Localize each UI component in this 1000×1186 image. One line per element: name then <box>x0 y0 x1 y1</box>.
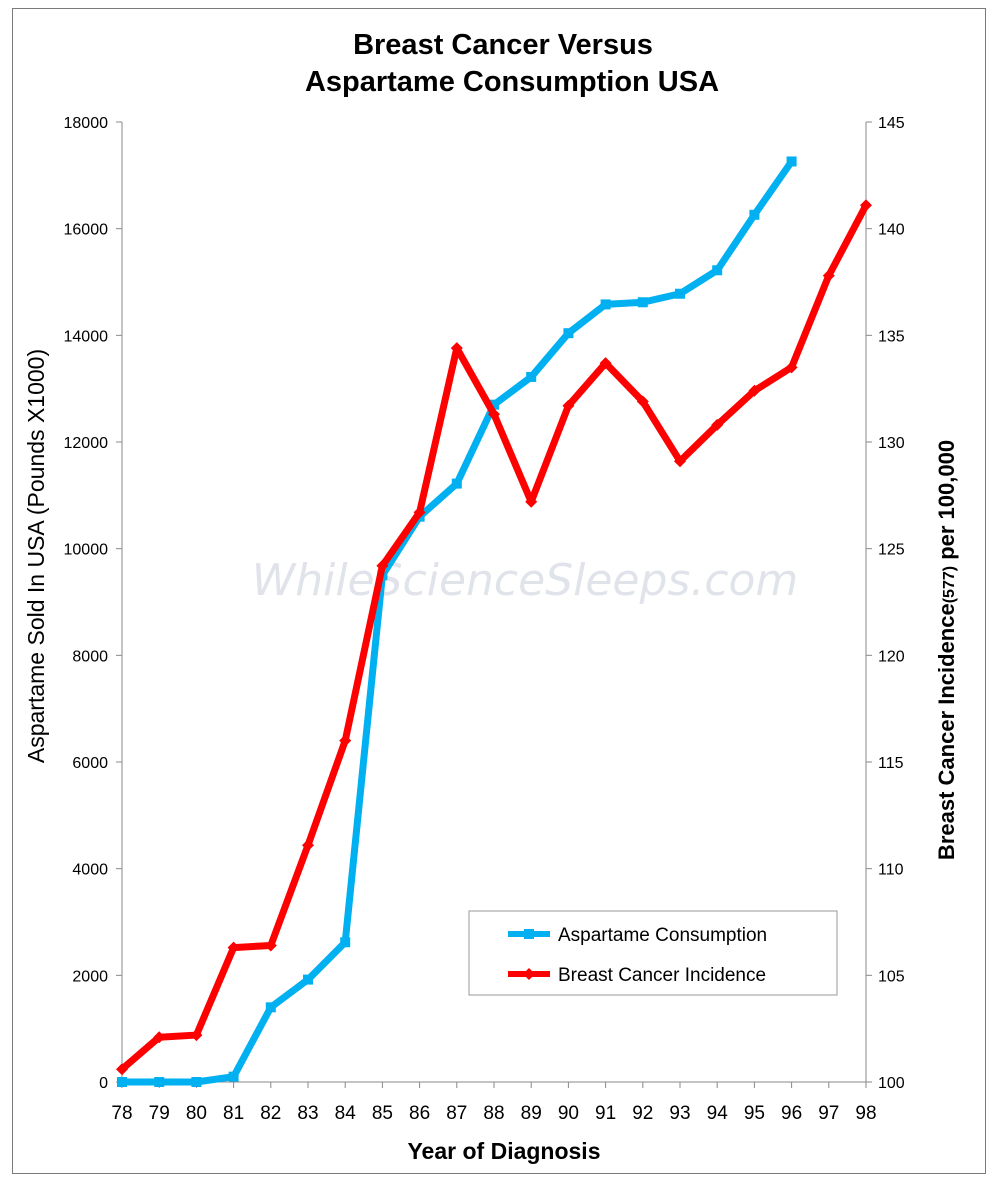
data-point-aspartame <box>191 1077 202 1087</box>
x-tick-label: 87 <box>446 1103 467 1124</box>
x-tick-label: 96 <box>781 1103 802 1124</box>
data-point-aspartame <box>526 371 537 382</box>
right-tick-label: 135 <box>878 328 905 345</box>
x-tick-label: 78 <box>111 1103 132 1124</box>
x-tick-label: 83 <box>297 1103 318 1124</box>
data-point-breast-cancer <box>376 559 389 572</box>
chart-title-line-1: Breast Cancer Versus <box>353 29 653 61</box>
chart-title-line-2: Aspartame Consumption USA <box>305 66 719 98</box>
x-tick-label: 91 <box>595 1103 616 1124</box>
left-tick-label: 8000 <box>72 648 108 665</box>
data-point-aspartame <box>637 297 648 308</box>
left-axis-ticks: 0 2000 4000 6000 8000 10000 12000 14000 16000 180… <box>64 115 122 1092</box>
x-tick-label: 97 <box>818 1103 839 1124</box>
right-tick-label: 145 <box>878 115 905 132</box>
x-tick-label: 92 <box>632 1103 653 1124</box>
data-point-breast-cancer <box>860 199 872 212</box>
legend: Aspartame Consumption Breast Cancer Inci… <box>468 910 838 996</box>
data-point-breast-cancer <box>153 1031 166 1044</box>
legend-label-aspartame: Aspartame Consumption <box>558 925 767 946</box>
x-tick-label: 94 <box>707 1103 729 1124</box>
right-tick-label: 100 <box>878 1075 905 1092</box>
watermark: WhileScienceSleeps.com <box>252 555 799 606</box>
right-tick-label: 110 <box>878 862 904 879</box>
data-point-aspartame <box>600 299 611 310</box>
legend-label-breast-cancer: Breast Cancer Incidence <box>558 965 766 986</box>
x-tick-label: 95 <box>744 1103 765 1124</box>
data-point-aspartame <box>675 288 685 299</box>
right-tick-label: 105 <box>878 968 905 985</box>
left-tick-label: 18000 <box>64 115 109 132</box>
data-point-breast-cancer <box>413 506 426 519</box>
left-tick-label: 4000 <box>72 862 108 879</box>
left-tick-label: 6000 <box>72 755 108 772</box>
x-tick-label: 93 <box>669 1103 690 1124</box>
data-point-breast-cancer <box>302 839 314 852</box>
x-tick-label: 90 <box>558 1103 579 1124</box>
data-point-aspartame <box>117 1077 127 1087</box>
x-tick-label: 98 <box>855 1103 876 1124</box>
data-point-aspartame <box>303 974 313 985</box>
right-tick-label: 125 <box>878 542 905 559</box>
left-tick-label: 16000 <box>64 222 109 239</box>
data-point-aspartame <box>265 1002 276 1013</box>
data-point-breast-cancer <box>599 357 612 370</box>
right-tick-label: 120 <box>878 648 905 665</box>
x-tick-label: 86 <box>409 1103 430 1124</box>
legend-marker-aspartame <box>524 929 534 939</box>
data-point-aspartame <box>228 1071 239 1082</box>
data-point-breast-cancer <box>116 1063 128 1076</box>
data-point-aspartame <box>154 1077 165 1087</box>
data-point-breast-cancer <box>636 395 649 408</box>
data-point-aspartame <box>749 209 760 220</box>
right-tick-label: 140 <box>878 222 905 239</box>
data-point-breast-cancer <box>822 269 835 282</box>
right-axis-label: Breast Cancer Incidence(577) per 100,000 <box>934 440 959 860</box>
data-point-aspartame <box>786 156 797 167</box>
data-point-breast-cancer <box>488 408 500 421</box>
right-tick-label: 130 <box>878 435 905 452</box>
data-point-aspartame <box>451 478 462 489</box>
data-point-breast-cancer <box>785 361 798 374</box>
x-tick-label: 80 <box>186 1103 207 1124</box>
left-tick-label: 10000 <box>64 542 109 559</box>
data-point-breast-cancer <box>711 418 724 431</box>
right-axis-ticks: 100 105 110 115 120 125 130 135 140 145 <box>866 115 905 1092</box>
x-tick-label: 85 <box>372 1103 393 1124</box>
left-tick-label: 0 <box>99 1075 108 1092</box>
left-tick-label: 14000 <box>64 328 109 345</box>
data-point-breast-cancer <box>339 734 352 747</box>
x-tick-label: 79 <box>149 1103 170 1124</box>
x-tick-label: 88 <box>483 1103 504 1124</box>
data-point-aspartame <box>340 937 351 948</box>
data-point-breast-cancer <box>748 384 761 397</box>
data-point-breast-cancer <box>190 1029 203 1042</box>
data-point-breast-cancer <box>525 495 538 508</box>
right-axis-label-tail: per 100,000 <box>934 440 959 566</box>
data-point-breast-cancer <box>674 455 686 468</box>
data-point-breast-cancer <box>264 939 277 952</box>
series-layer <box>116 156 872 1087</box>
x-axis-label: Year of Diagnosis <box>407 1138 600 1164</box>
right-axis-label-ref: (577) <box>941 566 958 603</box>
data-point-breast-cancer <box>562 399 575 412</box>
left-axis-label: Aspartame Sold In USA (Pounds X1000) <box>23 349 49 763</box>
data-point-aspartame <box>489 399 499 410</box>
left-tick-label: 12000 <box>64 435 109 452</box>
x-tick-label: 84 <box>335 1103 357 1124</box>
x-axis-ticks: 78 79 80 81 82 83 84 85 86 87 88 89 90 91 92 93 94 95 96 97… <box>111 1082 877 1124</box>
x-tick-label: 82 <box>260 1103 281 1124</box>
legend-marker-breast-cancer <box>523 968 535 980</box>
data-point-breast-cancer <box>450 342 463 355</box>
data-point-aspartame <box>563 328 574 339</box>
left-tick-label: 2000 <box>72 968 108 985</box>
right-axis-label-main: Breast Cancer Incidence <box>934 603 959 860</box>
x-tick-label: 89 <box>521 1103 542 1124</box>
data-point-aspartame <box>712 265 723 276</box>
data-point-breast-cancer <box>227 941 240 954</box>
legend-box <box>468 910 838 996</box>
x-tick-label: 81 <box>223 1103 244 1124</box>
right-tick-label: 115 <box>878 755 904 772</box>
